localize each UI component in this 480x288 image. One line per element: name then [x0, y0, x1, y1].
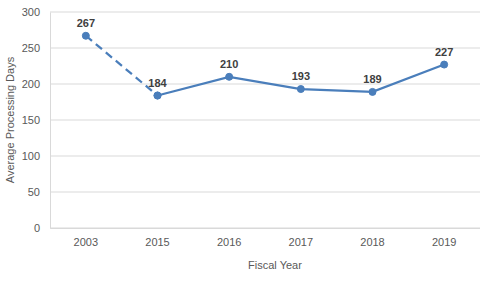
data-label: 210 [220, 58, 238, 70]
y-axis-title: Average Processing Days [4, 56, 16, 183]
y-tick: 200 [22, 78, 50, 90]
x-tick-label: 2017 [289, 236, 313, 248]
x-tick: 2018 [360, 228, 384, 248]
data-label: 189 [363, 73, 381, 85]
y-tick-label: 50 [28, 186, 40, 198]
chart: 0501001502002503002003201520162017201820… [0, 0, 480, 288]
x-axis: 2003 2015 2016 2017 2018 2019 [51, 228, 480, 248]
grid-line [50, 228, 480, 229]
x-tick-label: 2018 [360, 236, 384, 248]
y-tick: 150 [22, 114, 50, 126]
marker [82, 32, 89, 39]
y-tick-label: 250 [22, 42, 40, 54]
y-tick-label: 100 [22, 150, 40, 162]
grid-line [50, 120, 480, 121]
marker [297, 86, 304, 93]
grid [50, 12, 480, 228]
y-tick-label: 300 [22, 6, 40, 18]
grid-line [50, 48, 480, 49]
y-tick-label: 0 [34, 222, 40, 234]
data-label: 193 [292, 70, 310, 82]
grid-line [50, 156, 480, 157]
data-label: 227 [435, 46, 453, 58]
y-tick-label: 200 [22, 78, 40, 90]
y-axis: 0 50 100 150 200 250 300 [22, 6, 51, 234]
line [158, 65, 445, 96]
x-tick: 2003 [74, 228, 98, 248]
y-tick: 0 [34, 222, 50, 234]
y-tick-label: 150 [22, 114, 40, 126]
x-tick: 2016 [217, 228, 241, 248]
data-label: 184 [148, 77, 167, 89]
line [86, 36, 158, 96]
y-tick: 250 [22, 42, 50, 54]
x-axis-title: Fiscal Year [248, 259, 302, 271]
plot-area [82, 32, 447, 99]
y-axis-line [50, 13, 51, 229]
grid-line [50, 192, 480, 193]
x-tick-label: 2003 [74, 236, 98, 248]
x-tick-label: 2015 [145, 236, 169, 248]
data-label: 267 [77, 17, 95, 29]
y-tick: 50 [28, 186, 50, 198]
marker [441, 61, 448, 68]
data-labels: 184 210 193 189 227 267 [77, 17, 454, 89]
x-tick-label: 2019 [432, 236, 456, 248]
marker [369, 88, 376, 95]
x-axis-line [51, 228, 480, 229]
y-tick: 100 [22, 150, 50, 162]
x-tick-label: 2016 [217, 236, 241, 248]
x-tick: 2015 [145, 228, 169, 248]
x-tick: 2019 [432, 228, 456, 248]
x-tick: 2017 [289, 228, 313, 248]
marker [154, 92, 161, 99]
grid-line [50, 12, 480, 13]
y-tick: 300 [22, 6, 50, 18]
marker [154, 92, 161, 99]
marker [226, 73, 233, 80]
